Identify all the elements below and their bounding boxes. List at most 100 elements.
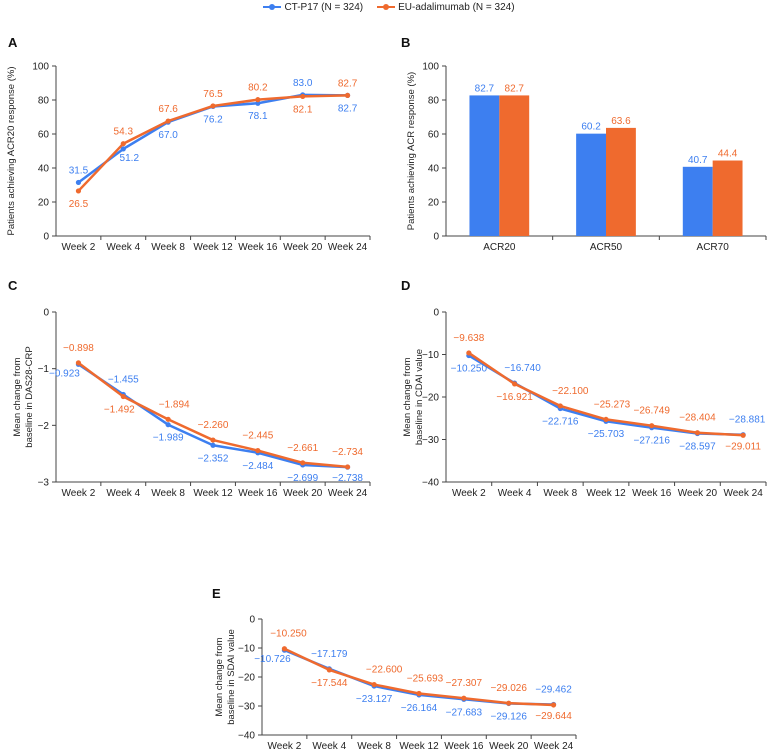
data-label: −17.179 <box>311 649 348 660</box>
y-tick-label: 60 <box>428 130 440 141</box>
data-label: 78.1 <box>248 111 268 122</box>
data-label: −29.026 <box>490 683 527 694</box>
y-tick-label: 40 <box>428 164 440 175</box>
data-label: 44.4 <box>718 149 738 160</box>
data-label: −10.726 <box>254 654 291 665</box>
data-point <box>344 464 351 470</box>
data-label: 82.7 <box>475 83 495 94</box>
data-label: 76.2 <box>203 114 223 125</box>
x-tick-label: Week 12 <box>193 242 233 253</box>
legend-label-eu: EU-adalimumab (N = 324) <box>398 1 515 13</box>
data-point <box>120 393 126 400</box>
data-point <box>210 103 216 109</box>
bar <box>712 160 743 236</box>
data-label: 82.1 <box>293 104 313 115</box>
data-label: −22.716 <box>542 417 579 428</box>
data-label: −25.703 <box>588 429 625 440</box>
data-label: −26.749 <box>633 406 670 417</box>
legend-item-ctp17: CT-P17 (N = 324) <box>263 0 363 14</box>
x-tick-label: Week 20 <box>283 242 323 253</box>
bar <box>682 166 713 236</box>
x-tick-label: Week 4 <box>312 741 346 749</box>
data-label: −1.455 <box>108 374 139 385</box>
x-tick-label: Week 4 <box>106 242 140 253</box>
data-label: −9.638 <box>453 333 484 344</box>
legend-item-eu: EU-adalimumab (N = 324) <box>377 0 515 14</box>
data-label: −28.597 <box>679 442 716 453</box>
panel-label: E <box>212 586 221 601</box>
data-label: −0.898 <box>63 343 94 354</box>
y-tick-label: 0 <box>249 615 255 626</box>
panel-c: C 0 −1 −2 −3 Mean change from baseline in DAS2… <box>8 278 371 499</box>
bar <box>499 95 530 236</box>
data-point <box>511 381 518 387</box>
data-label: −22.600 <box>366 665 403 676</box>
y-axis-title: Mean change from <box>12 357 23 436</box>
x-tick-label: Week 24 <box>723 488 763 499</box>
y-tick-label: 20 <box>38 198 50 209</box>
data-label: −10.250 <box>270 629 307 640</box>
x-tick-label: Week 16 <box>238 242 278 253</box>
y-tick-label: 0 <box>43 308 49 319</box>
data-point <box>506 700 512 706</box>
y-axis-title: Patients achieving ACR response (%) <box>406 72 417 230</box>
y-axis-title: baseline in DAS28-CRP <box>24 346 35 447</box>
data-label: −16.740 <box>504 363 541 374</box>
data-point <box>165 416 171 422</box>
data-point <box>255 447 261 454</box>
data-label: −0.923 <box>49 368 80 379</box>
data-point <box>210 437 216 443</box>
x-tick-label: Week 12 <box>193 488 233 499</box>
data-label: −2.738 <box>332 473 363 484</box>
data-point <box>371 681 377 688</box>
data-label: 82.7 <box>338 78 358 89</box>
data-point <box>75 188 82 194</box>
data-label: −2.699 <box>287 473 318 484</box>
data-label: 67.6 <box>158 104 178 115</box>
data-point <box>255 100 261 106</box>
data-label: 31.5 <box>69 165 89 176</box>
x-tick-label: Week 16 <box>238 488 278 499</box>
data-label: −27.683 <box>446 707 483 718</box>
data-point <box>466 350 472 356</box>
x-tick-label: Week 8 <box>357 741 391 749</box>
data-point <box>75 360 82 366</box>
y-tick-label: −30 <box>422 435 439 446</box>
y-tick-label: 80 <box>38 96 50 107</box>
data-label: 40.7 <box>688 155 708 166</box>
data-label: −1.989 <box>153 433 184 444</box>
x-tick-label: Week 2 <box>62 488 96 499</box>
y-tick-label: 100 <box>32 62 49 73</box>
panel-label: D <box>401 278 410 293</box>
x-tick-label: Week 12 <box>586 488 626 499</box>
data-point <box>120 141 126 147</box>
y-axis-title: Patients achieving ACR20 response (%) <box>6 67 17 236</box>
x-tick-label: Week 20 <box>283 488 323 499</box>
data-label: −28.881 <box>729 415 766 426</box>
data-point <box>281 646 288 652</box>
y-axis-title: baseline in CDAI value <box>414 349 425 445</box>
data-label: 80.2 <box>248 83 268 94</box>
x-tick-label: Week 2 <box>452 488 486 499</box>
data-point <box>557 403 563 409</box>
y-tick-label: −20 <box>238 673 255 684</box>
data-label: −26.164 <box>401 703 438 714</box>
data-point <box>603 416 609 423</box>
data-label: −29.126 <box>490 711 527 722</box>
data-label: −1.492 <box>104 405 135 416</box>
x-tick-label: Week 24 <box>328 242 368 253</box>
y-tick-label: −40 <box>422 478 439 489</box>
panel-label: C <box>8 278 18 293</box>
y-tick-label: −10 <box>238 644 255 655</box>
data-label: 67.0 <box>158 130 178 141</box>
bar <box>469 95 500 236</box>
data-label: 63.6 <box>611 116 631 127</box>
data-label: −16.921 <box>496 392 533 403</box>
data-point <box>461 695 467 701</box>
data-label: −2.352 <box>198 453 229 464</box>
panel-b: B 0 20 40 60 80 100 Patients achieving ACR resp… <box>401 35 767 253</box>
bar <box>576 133 606 236</box>
legend-swatch-eu <box>377 4 396 10</box>
data-point <box>344 92 351 99</box>
